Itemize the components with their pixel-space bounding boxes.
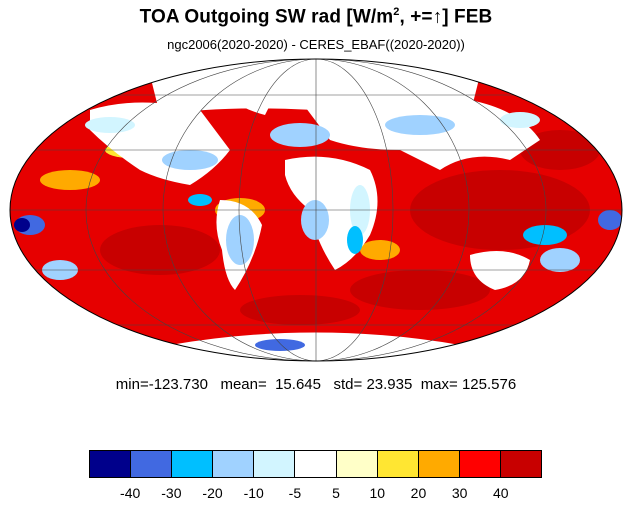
map-subtitle: ngc2006(2020-2020) - CERES_EBAF((2020-20… xyxy=(167,37,465,52)
colorbar-cell xyxy=(336,451,378,477)
title-text: TOA Outgoing SW rad [W/m xyxy=(139,6,394,28)
colorbar-tick-label: -5 xyxy=(288,485,302,501)
colorbar-tick-label: -10 xyxy=(243,485,264,501)
colorbar-cell xyxy=(131,451,173,477)
min-value: -123.730 xyxy=(148,376,208,393)
globe-outline xyxy=(9,58,623,362)
colorbar-cell xyxy=(500,451,542,477)
std-label: std= xyxy=(333,376,363,393)
graticule xyxy=(10,59,622,361)
up-arrow-icon: ↑ xyxy=(432,6,443,28)
mean-value: 15.645 xyxy=(275,376,321,393)
title-sign-text: , += xyxy=(399,6,433,28)
colorbar-cell xyxy=(295,451,337,477)
colorbar-cell xyxy=(213,451,255,477)
std-value: 23.935 xyxy=(366,376,413,393)
colorbar-cell xyxy=(254,451,296,477)
colorbar-tick-label: 5 xyxy=(332,485,340,501)
map-title: TOA Outgoing SW rad [W/m2, +=↑] FEB xyxy=(0,6,632,28)
colorbar-tick-label: 20 xyxy=(410,485,427,501)
title-superscript: 2 xyxy=(393,6,400,18)
colorbar xyxy=(89,450,542,478)
colorbar-cell xyxy=(459,451,501,477)
max-label: max= xyxy=(420,376,458,393)
colorbar-tick-label: -30 xyxy=(161,485,182,501)
pale-blue-patches xyxy=(85,112,540,235)
title-month: ] FEB xyxy=(442,6,493,28)
mean-label: mean= xyxy=(220,376,267,393)
colorbar-cell xyxy=(418,451,460,477)
colorbar-tick-label: -20 xyxy=(202,485,223,501)
colorbar-cell xyxy=(90,451,132,477)
colorbar-tick-label: -40 xyxy=(120,485,141,501)
colorbar-tick-label: 30 xyxy=(451,485,468,501)
colorbar-tick-label: 10 xyxy=(369,485,386,501)
colorbar-tick-label: 40 xyxy=(493,485,509,501)
blue-patches xyxy=(188,194,567,254)
max-value: 125.576 xyxy=(461,376,517,393)
statistics-line: min=-123.730 mean= 15.645 std= 23.935 ma… xyxy=(0,376,632,393)
dark-blue-patches xyxy=(14,218,30,232)
colorbar-cell xyxy=(377,451,419,477)
colorbar-cell xyxy=(172,451,214,477)
min-label: min= xyxy=(115,376,149,393)
